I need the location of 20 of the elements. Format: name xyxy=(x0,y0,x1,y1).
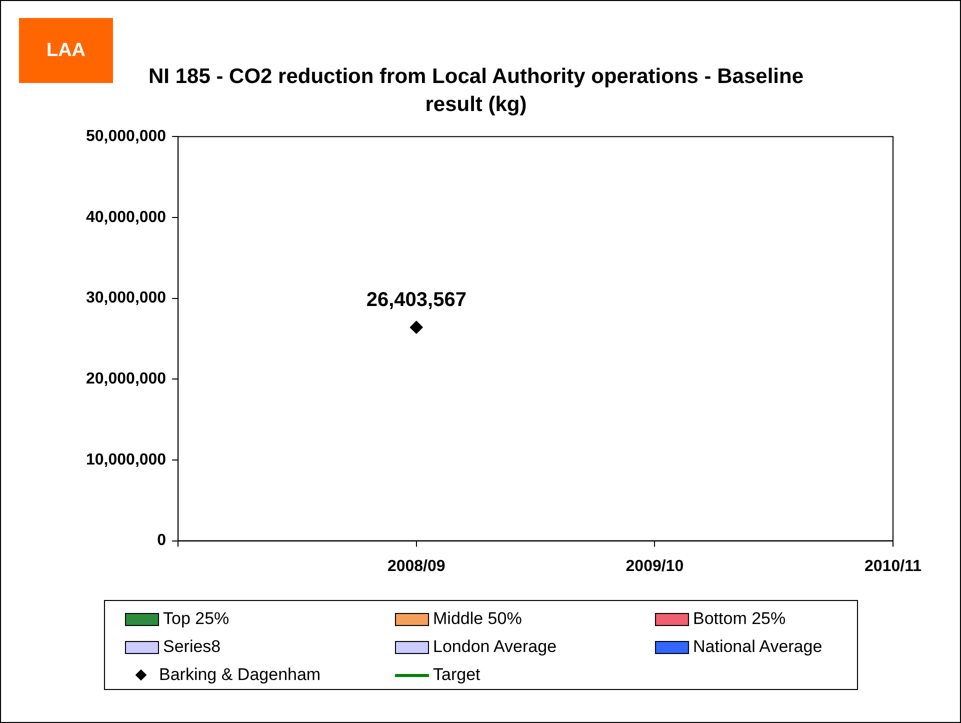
legend-label: Top 25% xyxy=(163,609,230,629)
data-label: 26,403,567 xyxy=(366,288,466,311)
y-tick-label: 50,000,000 xyxy=(86,128,166,146)
y-tick-label: 40,000,000 xyxy=(86,208,166,226)
chart-title: NI 185 - CO2 reduction from Local Authority operations - Baseline result (kg) xyxy=(148,64,804,118)
y-tick-label: 10,000,000 xyxy=(86,451,166,468)
y-tick-label: 0 xyxy=(157,532,166,550)
text: LAA xyxy=(19,18,113,83)
legend-label: Middle 50% xyxy=(433,609,522,629)
legend-label: Barking & Dagenham xyxy=(159,665,321,685)
y-tick-label: 20,000,000 xyxy=(86,370,166,388)
legend-label: Bottom 25% xyxy=(693,609,786,629)
legend-label: National Average xyxy=(693,637,822,657)
legend-label: Series8 xyxy=(163,637,221,657)
x-tick-label: 2008/09 xyxy=(387,558,446,575)
legend-label: London Average xyxy=(433,637,557,657)
x-tick-label: 2010/11 xyxy=(864,558,922,575)
x-tick-label: 2009/10 xyxy=(626,558,684,575)
y-tick-label: 30,000,000 xyxy=(86,290,166,307)
legend-label: Target xyxy=(433,665,480,685)
